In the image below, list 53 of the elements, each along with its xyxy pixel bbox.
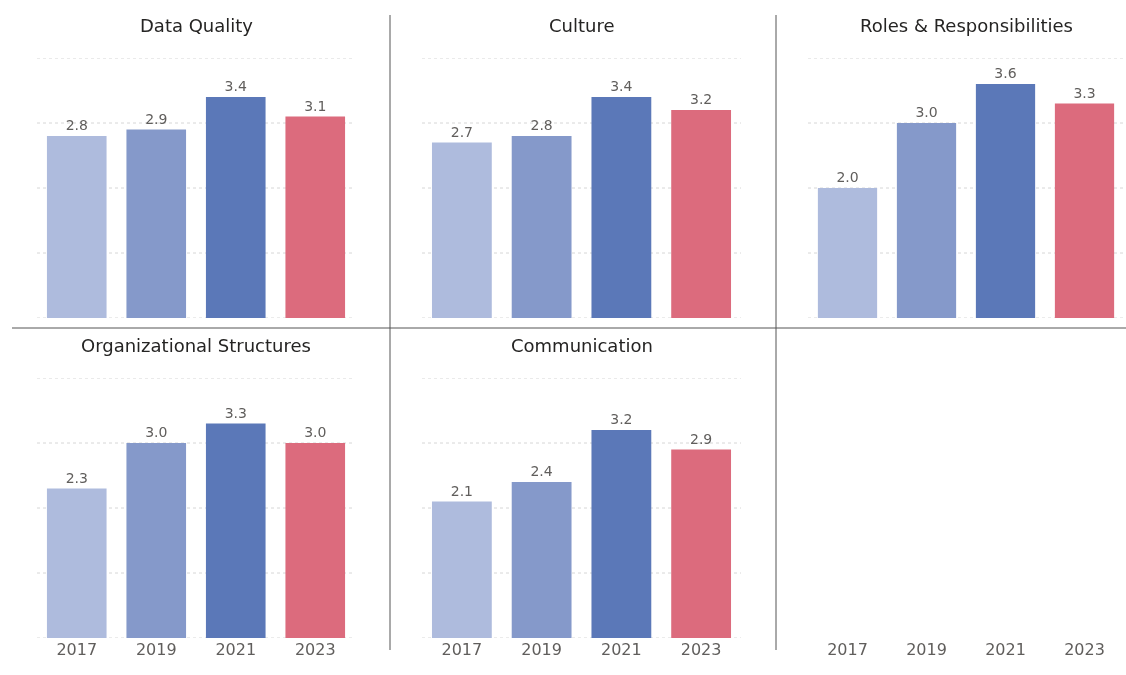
bar: [126, 129, 187, 318]
chart-title: Culture: [549, 15, 615, 36]
x-tick-label: 2017: [827, 640, 868, 659]
bar: [896, 123, 957, 318]
bar: [46, 136, 107, 318]
x-tick-label: 2023: [1064, 640, 1105, 659]
bar: [817, 188, 878, 318]
bar: [511, 482, 572, 638]
bar: [671, 449, 732, 638]
x-tick-label: 2019: [906, 640, 947, 659]
x-tick-label: 2017: [56, 640, 98, 659]
bar: [205, 97, 266, 318]
bar: [431, 501, 492, 638]
data-label: 2.9: [689, 430, 713, 447]
data-label: 3.2: [610, 411, 633, 427]
chart-title: Roles & Responsibilities: [860, 15, 1073, 36]
x-tick-label: 2021: [215, 640, 257, 659]
data-label: 3.0: [915, 104, 938, 120]
data-label: 3.0: [304, 424, 327, 440]
data-label: 2.9: [145, 110, 168, 127]
data-label: 2.3: [65, 469, 88, 486]
bar: [591, 430, 652, 638]
data-label: 2.8: [530, 117, 553, 133]
x-tick-label: 2019: [521, 640, 562, 659]
x-tick-label: 2021: [985, 640, 1026, 659]
x-tick-label: 2021: [601, 640, 642, 659]
x-tick-label: 2023: [294, 640, 336, 659]
data-label: 3.0: [145, 424, 168, 440]
x-tick-label: 2017: [441, 640, 483, 659]
x-tick-label: 2023: [680, 640, 722, 659]
data-label: 2.1: [450, 482, 474, 499]
bar: [671, 110, 732, 318]
data-label: 3.2: [689, 91, 713, 107]
data-label: 3.3: [1073, 84, 1096, 101]
bar: [1054, 103, 1115, 318]
bar: [431, 142, 492, 318]
data-label: 3.6: [994, 65, 1017, 81]
data-label: 2.4: [530, 463, 553, 479]
data-label: 2.7: [450, 123, 474, 140]
data-label: 3.4: [610, 78, 633, 94]
data-label: 2.0: [836, 169, 859, 185]
chart-title: Communication: [511, 335, 653, 356]
chart-title: Data Quality: [140, 15, 254, 36]
x-tick-label: 2019: [135, 640, 177, 659]
data-label: 2.8: [65, 117, 88, 133]
data-label: 3.4: [224, 78, 247, 94]
data-label: 3.3: [224, 404, 247, 421]
bar: [975, 84, 1036, 318]
bar: [591, 97, 652, 318]
data-label: 3.1: [304, 97, 327, 114]
bar: [285, 116, 346, 318]
bar: [511, 136, 572, 318]
chart-title: Organizational Structures: [81, 335, 311, 356]
